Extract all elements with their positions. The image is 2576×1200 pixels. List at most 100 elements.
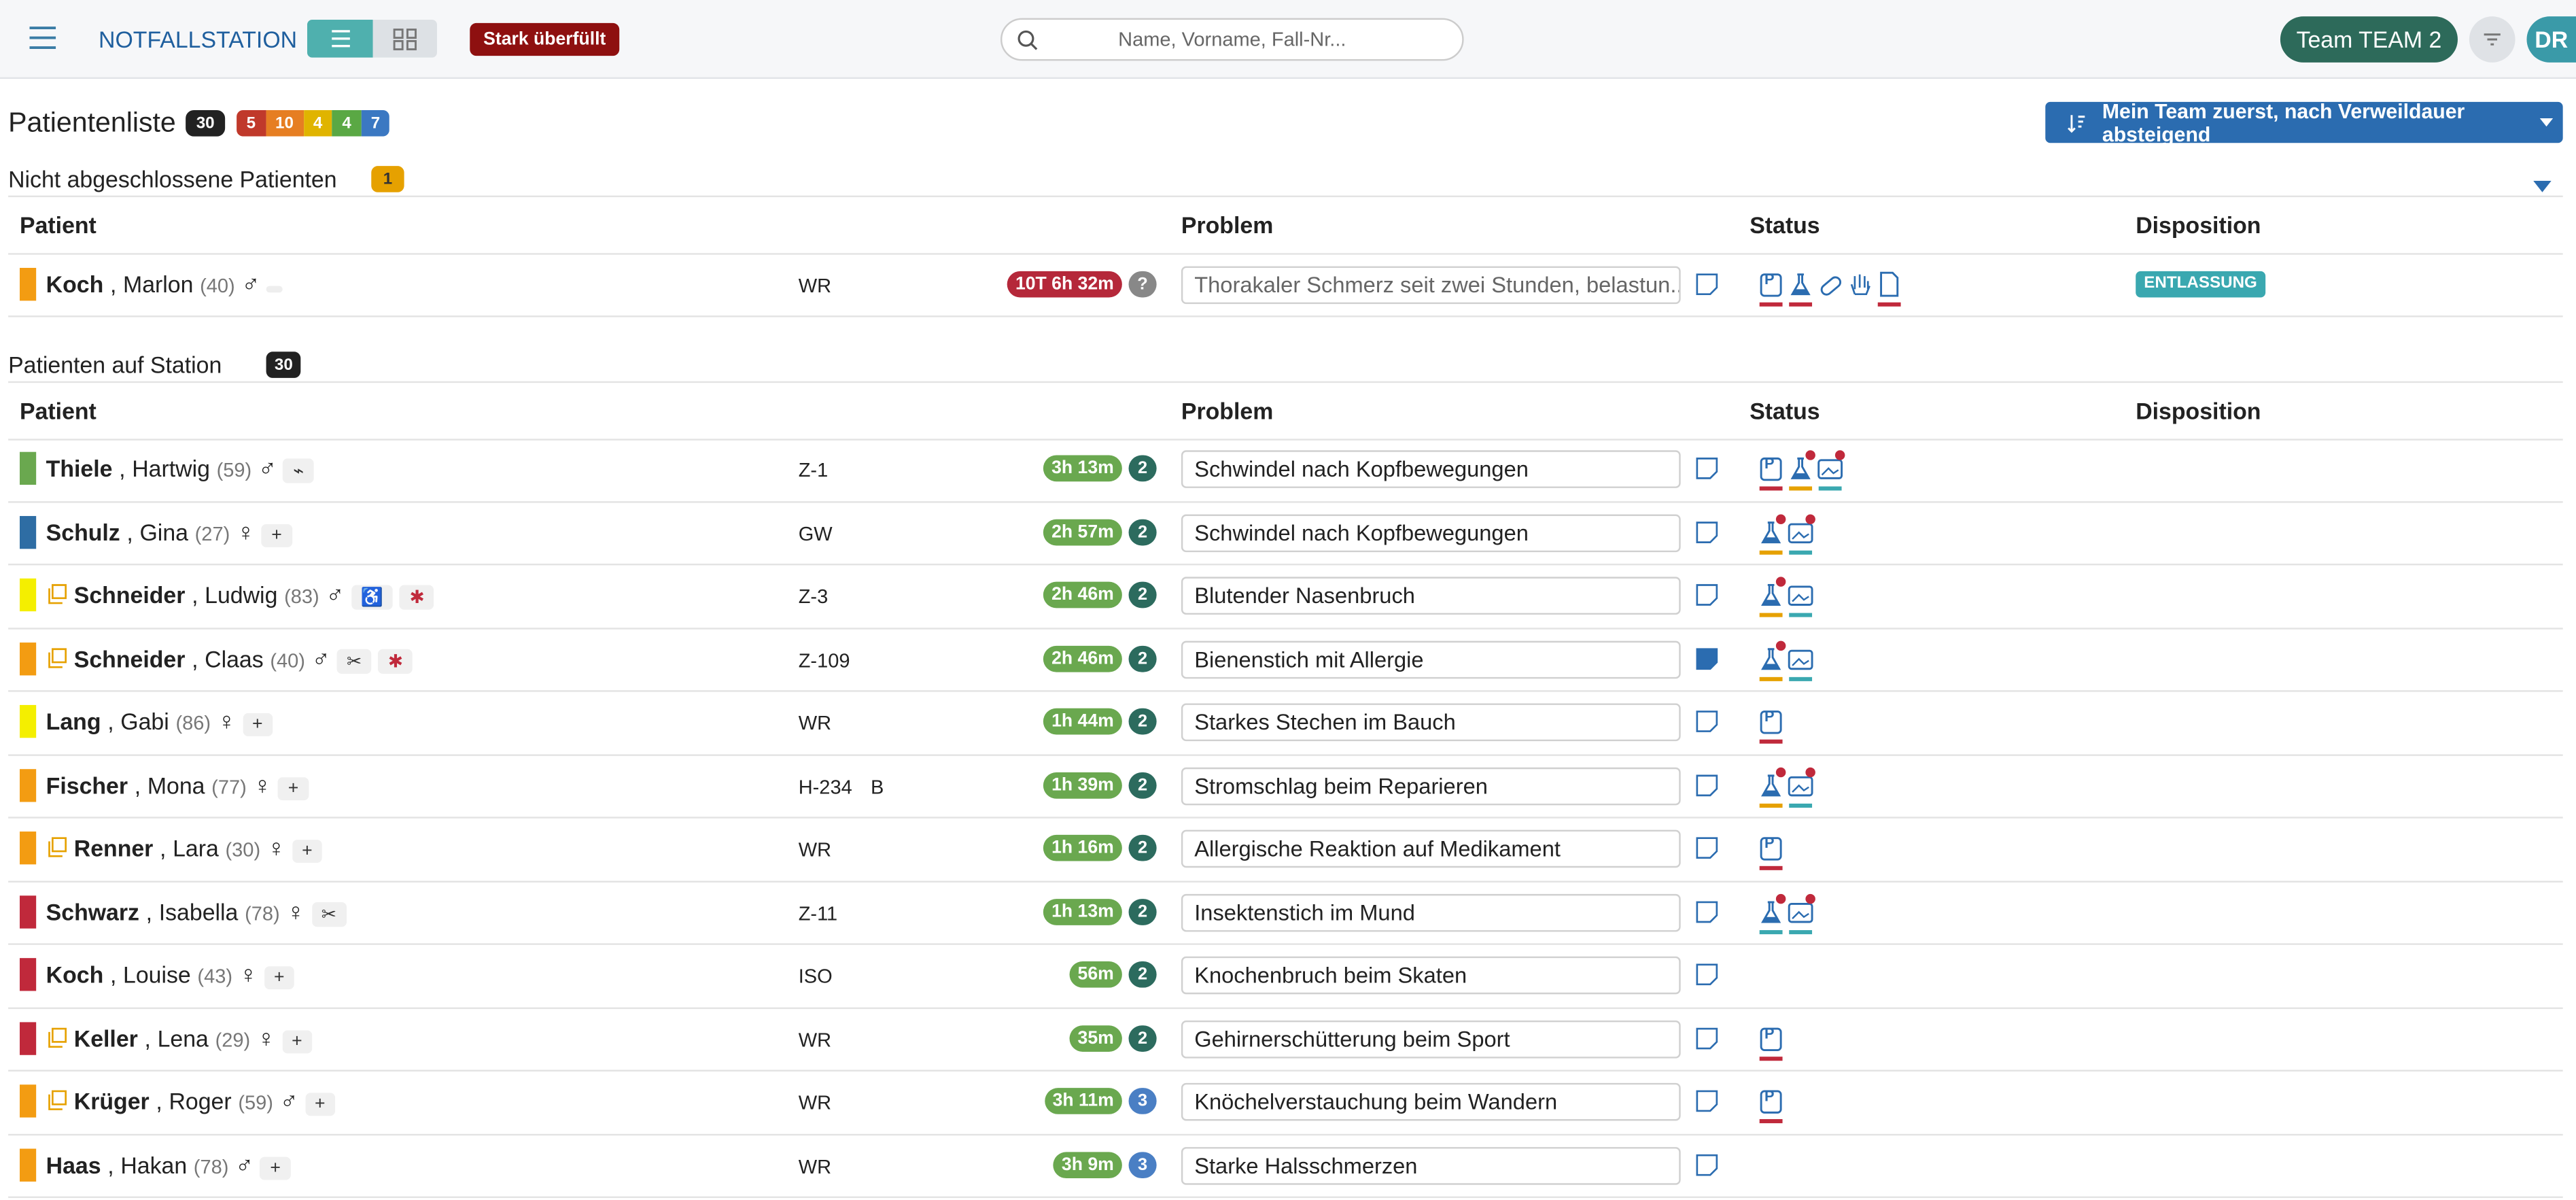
patient-name: Schulz, Gina (27) ♀ +	[46, 519, 292, 547]
note-icon[interactable]	[1695, 1090, 1718, 1113]
problem-field[interactable]: Bienenstich mit Allergie	[1181, 640, 1681, 679]
room: Z-11	[798, 902, 838, 925]
tag[interactable]: +	[278, 776, 309, 800]
patient-row[interactable]: Lang, Gabi (86) ♀ + WR 1h 44m 2 Starkes Stechen …	[8, 690, 2563, 755]
problem-field[interactable]: Allergische Reaktion auf Medikament	[1181, 830, 1681, 868]
icon-shape	[1696, 273, 1718, 294]
patient-name: Schneider, Ludwig (83) ♂ ♿ ✱	[74, 582, 435, 611]
note-icon[interactable]	[1695, 584, 1718, 607]
tag[interactable]: ⌁	[283, 458, 314, 484]
note-icon[interactable]	[1695, 963, 1718, 987]
patient-row[interactable]: Keller, Lena (29) ♀ + WR 35m 2 Gehirnerschütteru…	[8, 1006, 2563, 1072]
note-icon[interactable]	[1695, 774, 1718, 797]
user-avatar[interactable]: DR	[2526, 16, 2576, 63]
disposition-badge: ENTLASSUNG	[2136, 270, 2265, 297]
filter-button[interactable]	[2469, 16, 2516, 63]
first-name: Ludwig	[205, 582, 278, 608]
tag[interactable]: ♿	[351, 585, 394, 611]
duration-badge: 35m	[1069, 1025, 1122, 1052]
patient-row[interactable]: Renner, Lara (30) ♀ + WR 1h 16m 2 Allergische Re…	[8, 817, 2563, 882]
note-icon[interactable]	[1695, 647, 1718, 670]
icon-shape	[1762, 663, 1779, 669]
problem-field[interactable]: Stromschlag beim Reparieren	[1181, 767, 1681, 805]
problem-field[interactable]: Thorakaler Schmerz seit zwei Stunden, be…	[1181, 265, 1681, 303]
section-title: Patienten auf Station	[8, 352, 222, 378]
patient-row[interactable]: Koch, Marlon (40) ♂ WR 10T 6h 32m? Thorakaler …	[8, 252, 2563, 318]
first-name: Gina	[139, 519, 188, 545]
tag[interactable]: +	[281, 1029, 313, 1053]
problem-field[interactable]: Blutender Nasenbruch	[1181, 577, 1681, 615]
team-button[interactable]: Team TEAM 2	[2280, 16, 2458, 63]
sort-caret[interactable]	[2539, 118, 2554, 127]
icon-shape	[1696, 901, 1718, 923]
patient-row[interactable]: Schwarz, Isabella (78) ♀ ✂ Z-11 1h 13m 2 Insekte…	[8, 880, 2563, 945]
tag[interactable]: +	[260, 1156, 291, 1180]
problem-field[interactable]: Knöchelverstauchung beim Wandern	[1181, 1083, 1681, 1122]
sex: ♀	[239, 961, 258, 990]
icon-shape	[1792, 657, 1809, 666]
note-icon[interactable]	[1695, 710, 1718, 734]
note-icon[interactable]	[1695, 458, 1718, 481]
note-icon[interactable]	[1695, 1027, 1718, 1050]
sort-button[interactable]: Mein Team zuerst, nach Verweildauer abst…	[2045, 99, 2563, 145]
section-title: Nicht abgeschlossene Patienten	[8, 166, 337, 192]
top-bar: NOTFALLSTATION Stark überfüllt Name, Vor…	[0, 0, 2576, 80]
column-header: Disposition	[2136, 211, 2261, 239]
patient-row[interactable]: Schneider, Claas (40) ♂ ✂ ✱ Z-109 2h 46m 2 Bienen…	[8, 627, 2563, 692]
icon-shape	[1762, 536, 1779, 543]
tag[interactable]: ✂	[311, 902, 347, 927]
problem-field[interactable]: Knochenbruch beim Skaten	[1181, 957, 1681, 995]
icon-shape	[1759, 613, 1783, 618]
status-icon	[1759, 272, 1783, 306]
room: WR	[798, 273, 832, 297]
note-icon[interactable]	[1695, 900, 1718, 923]
collapse-toggle[interactable]	[2533, 180, 2552, 192]
grid-view-toggle[interactable]	[372, 20, 437, 58]
last-name: Thiele	[46, 456, 113, 482]
icon-shape	[1775, 577, 1786, 587]
menu-button[interactable]	[29, 27, 56, 50]
note-icon[interactable]	[1695, 837, 1718, 860]
search-field[interactable]: Name, Vorname, Fall-Nr...	[1000, 18, 1464, 61]
patient-row[interactable]: Fischer, Mona (77) ♀ + H-234 B 1h 39m 2 Stromschl…	[8, 753, 2563, 819]
count-badge: 2	[1128, 582, 1157, 608]
icon-shape	[1759, 740, 1783, 744]
copy-icon	[48, 647, 67, 668]
tag[interactable]: +	[264, 966, 295, 990]
count-badge: ?	[1128, 270, 1157, 297]
tag[interactable]: ✂	[336, 649, 372, 674]
problem-field[interactable]: Gehirnerschütterung beim Sport	[1181, 1020, 1681, 1059]
status-icon	[1759, 513, 1786, 555]
tag[interactable]: +	[261, 524, 292, 547]
status-icons: P	[1758, 1086, 2086, 1124]
tag[interactable]: ✱	[399, 585, 435, 611]
tag[interactable]: +	[304, 1093, 336, 1116]
problem-field[interactable]: Starkes Stechen im Bauch	[1181, 704, 1681, 742]
triage-counts: 5 10 4 4 7	[237, 109, 390, 137]
note-icon[interactable]	[1695, 521, 1718, 544]
tag[interactable]: +	[242, 713, 273, 737]
patient-row[interactable]: Thiele, Hartwig (59) ♂ ⌁ Z-1 3h 13m 2 Schwindel …	[8, 437, 2563, 502]
patient-row[interactable]: Schneider, Ludwig (83) ♂ ♿ ✱ Z-3 2h 46m 2 Blutend…	[8, 564, 2563, 629]
problem-field[interactable]: Starke Halsschmerzen	[1181, 1146, 1681, 1185]
note-icon[interactable]	[1695, 1153, 1718, 1176]
problem-field[interactable]: Insektenstich im Mund	[1181, 893, 1681, 931]
list-view-toggle[interactable]	[307, 20, 373, 58]
patient-row[interactable]: Krüger, Roger (59) ♂ + WR 3h 11m 3 Knöchelversta…	[8, 1070, 2563, 1135]
patient-row[interactable]: Haas, Hakan (78) ♂ + WR 3h 9m 3 Starke Halsschme…	[8, 1133, 2563, 1199]
tag[interactable]: ✱	[378, 649, 413, 674]
tag[interactable]: +	[292, 840, 323, 863]
patient-row[interactable]: Koch, Louise (43) ♀ + ISO 56m 2 Knochenbruch bei…	[8, 943, 2563, 1008]
sex: ♂	[241, 270, 260, 298]
sex: ♀	[217, 708, 236, 737]
icon-shape	[1877, 301, 1901, 306]
problem-field[interactable]: Schwindel nach Kopfbewegungen	[1181, 513, 1681, 552]
triage-bar	[20, 895, 37, 929]
copy-icon	[48, 1091, 67, 1111]
age: (59)	[216, 458, 252, 482]
column-header: Patient	[20, 211, 97, 239]
note-icon[interactable]	[1695, 272, 1718, 295]
patient-row[interactable]: Schulz, Gina (27) ♀ + GW 2h 57m 2 Schwindel nach…	[8, 500, 2563, 566]
problem-field[interactable]: Schwindel nach Kopfbewegungen	[1181, 450, 1681, 489]
